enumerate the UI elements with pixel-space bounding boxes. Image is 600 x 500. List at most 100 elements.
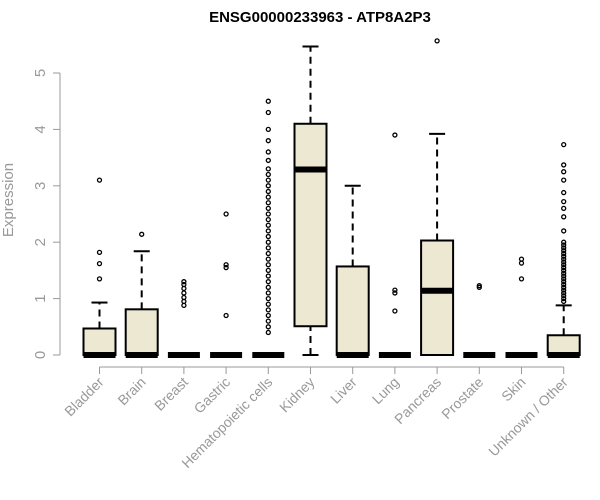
outlier-point — [181, 279, 187, 285]
outlier-point — [265, 222, 271, 228]
outlier-point — [265, 318, 271, 324]
outlier-point — [96, 260, 103, 267]
outlier-point — [265, 216, 271, 223]
outlier-point — [561, 276, 567, 282]
outlier-point — [518, 276, 525, 282]
outlier-point — [561, 279, 567, 285]
box-unknown-other — [546, 141, 581, 358]
x-tick-label: Brain — [114, 374, 148, 408]
outlier-point — [265, 188, 271, 195]
outlier-point — [434, 38, 440, 44]
x-tick-label: Lung — [369, 374, 402, 407]
outlier-point — [561, 295, 567, 302]
box-iqr — [82, 327, 117, 357]
outlier-point — [561, 141, 567, 148]
outlier-point — [561, 259, 567, 265]
outlier-point — [265, 273, 271, 279]
outlier-point — [392, 132, 398, 138]
outlier-point — [561, 273, 567, 279]
outlier-point — [476, 282, 482, 289]
y-axis: 0 1 2 3 4 5 — [32, 69, 61, 359]
x-tick-label: Unknown / Other — [485, 374, 571, 460]
outlier-point — [561, 162, 567, 168]
y-tick-label: 3 — [32, 182, 49, 190]
outlier-point — [561, 290, 567, 296]
x-tick-label: Prostate — [438, 374, 486, 422]
outlier-point — [265, 194, 271, 200]
outlier-point — [561, 262, 567, 268]
outlier-point — [265, 177, 271, 183]
outlier-point — [265, 109, 271, 116]
outlier-point — [265, 284, 271, 290]
outlier-point — [561, 214, 567, 220]
outlier-point — [223, 264, 229, 271]
outlier-point — [265, 239, 271, 245]
box-skin — [505, 256, 538, 358]
box-kidney — [293, 45, 328, 356]
box-gastric — [210, 211, 243, 358]
outlier-point — [265, 126, 271, 133]
outlier-point — [265, 157, 271, 164]
outlier-point — [181, 290, 187, 296]
outlier-point — [265, 312, 271, 319]
outlier-point — [265, 171, 271, 178]
x-tick-label: Pancreas — [391, 374, 444, 427]
box-brain — [124, 231, 159, 358]
x-tick-label: Breast — [151, 374, 191, 414]
box-iqr — [335, 265, 370, 356]
outlier-point — [265, 256, 271, 262]
outlier-point — [265, 262, 271, 268]
outlier-point — [265, 307, 271, 313]
outlier-point — [561, 253, 567, 259]
outlier-point — [561, 248, 567, 254]
outlier-point — [561, 198, 567, 205]
outlier-point — [561, 284, 567, 290]
outlier-point — [265, 138, 271, 144]
x-tick-label: Skin — [498, 374, 529, 405]
outlier-point — [561, 250, 567, 257]
y-tick-label: 2 — [32, 238, 49, 246]
outlier-point — [96, 276, 103, 282]
x-tick-label: Bladder — [61, 374, 107, 420]
outlier-point — [561, 177, 567, 183]
box-liver — [335, 184, 370, 358]
outlier-point — [223, 211, 229, 217]
outlier-point — [265, 295, 271, 302]
outlier-point — [265, 205, 271, 212]
outlier-point — [265, 267, 271, 274]
outlier-point — [561, 264, 567, 271]
outlier-point — [265, 200, 271, 206]
outlier-point — [561, 205, 567, 212]
box-breast — [167, 279, 200, 358]
outlier-point — [265, 228, 271, 234]
outlier-point — [561, 293, 567, 299]
outlier-point — [392, 290, 398, 296]
outlier-point — [265, 290, 271, 296]
box-pancreas — [420, 38, 455, 356]
outlier-point — [265, 98, 271, 104]
outlier-point — [561, 228, 567, 234]
outlier-point — [265, 183, 271, 189]
box-hematopoietic-cells — [252, 98, 285, 358]
outlier-point — [96, 177, 103, 183]
x-tick-label: Liver — [327, 374, 360, 407]
outlier-point — [96, 249, 103, 256]
outlier-point — [561, 239, 567, 245]
outlier-point — [518, 256, 525, 262]
outlier-point — [561, 287, 567, 293]
outlier-point — [139, 231, 145, 237]
outlier-point — [223, 262, 229, 268]
outlier-point — [265, 250, 271, 257]
box-bladder — [82, 177, 117, 358]
outlier-point — [392, 308, 398, 314]
outlier-point — [265, 166, 271, 172]
outlier-point — [181, 294, 187, 301]
y-tick-label: 5 — [32, 69, 49, 77]
outlier-point — [392, 287, 398, 293]
boxes — [82, 38, 581, 358]
box-iqr — [124, 308, 159, 357]
outlier-point — [265, 233, 271, 240]
outlier-point — [181, 281, 187, 288]
y-tick-label: 4 — [32, 125, 49, 133]
